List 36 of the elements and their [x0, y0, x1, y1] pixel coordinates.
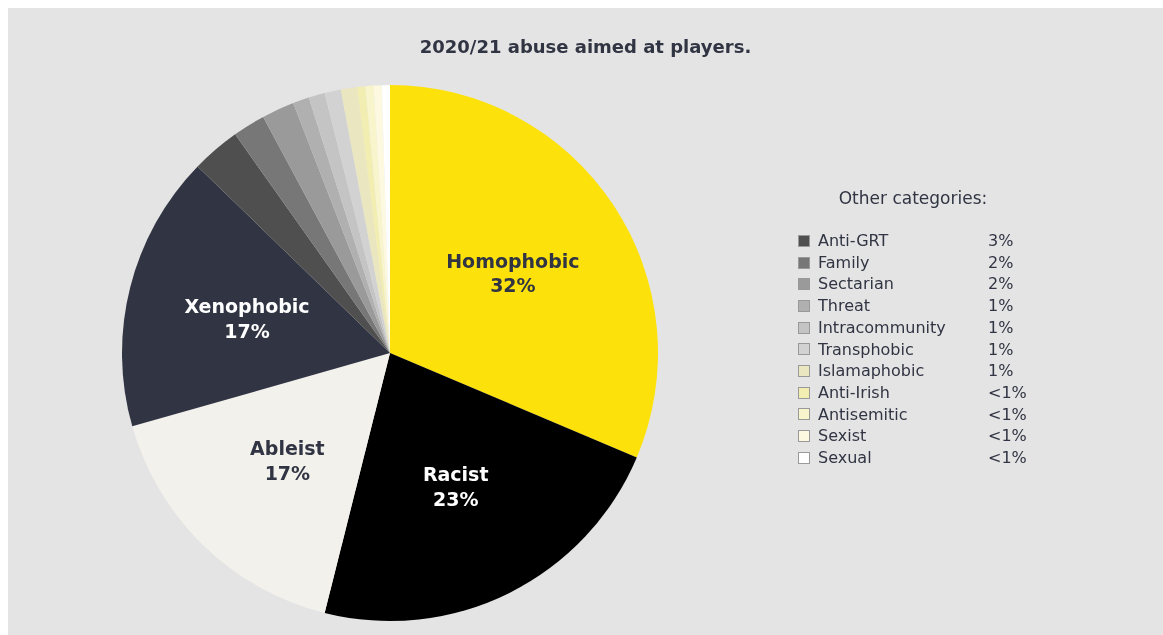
legend-label: Anti-GRT	[818, 230, 889, 252]
legend-label: Family	[818, 251, 870, 274]
legend-label: Sectarian	[818, 273, 894, 296]
data-label: 1%	[988, 360, 1015, 382]
data-label: 17%	[224, 319, 270, 342]
pie-slice	[324, 353, 637, 621]
data-label: 2%	[988, 273, 1015, 296]
data-label: <1%	[988, 447, 1028, 469]
legend-label: Sexual	[818, 447, 872, 469]
slice-label: Homophobic	[446, 249, 580, 272]
data-label: <1%	[988, 425, 1028, 448]
data-label: 32%	[490, 274, 536, 297]
data-label: <1%	[988, 381, 1028, 404]
slice-label: Racist	[422, 463, 489, 486]
chart-title: 2020/21 abuse aimed at players.	[418, 36, 753, 57]
slice-label: Xenophobic	[184, 295, 310, 318]
data-label: 2%	[988, 251, 1015, 274]
legend-label: Intracommunity	[818, 316, 946, 339]
slice-label: Ableist	[250, 437, 325, 460]
legend-label: Anti-Irish	[818, 381, 890, 404]
pie-slice	[132, 353, 390, 613]
legend-label: Transphobic	[818, 338, 914, 361]
legend-label: Islamaphobic	[818, 360, 925, 382]
data-label: 1%	[988, 295, 1015, 317]
data-label: 17%	[264, 461, 311, 484]
data-label: 1%	[988, 316, 1015, 339]
data-label: 3%	[988, 230, 1015, 252]
legend-label: Sexist	[818, 425, 867, 448]
pie-slice	[122, 166, 390, 427]
data-label: 23%	[432, 487, 479, 510]
legend-label: Threat	[818, 295, 871, 317]
legend-label: Antisemitic	[818, 403, 908, 426]
data-label: 1%	[988, 338, 1015, 361]
data-label: <1%	[988, 403, 1028, 426]
pie-slice	[390, 85, 658, 458]
text: Other categories:	[837, 188, 989, 208]
